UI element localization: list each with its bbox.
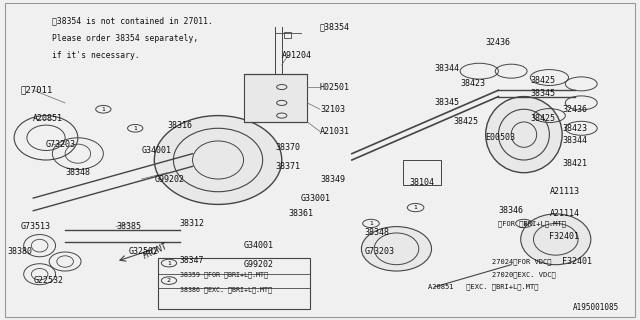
Bar [284,32,291,38]
Text: 1: 1 [369,221,373,226]
Text: A20851   〈EXC. 〈BRI+L〉.MT〉: A20851 〈EXC. 〈BRI+L〉.MT〉 [428,284,539,290]
Text: H02501: H02501 [320,83,350,92]
Text: A21113: A21113 [549,187,579,196]
Ellipse shape [154,116,282,204]
Text: 38425: 38425 [531,76,556,85]
Bar [403,160,441,185]
Text: 38347: 38347 [180,256,204,265]
Text: 38380: 38380 [8,247,33,257]
Text: F32401: F32401 [562,257,592,266]
Text: 32436: 32436 [486,38,511,47]
Text: ‸38354: ‸38354 [320,22,350,31]
Text: G99202: G99202 [154,174,184,184]
Text: if it's necessary.: if it's necessary. [52,52,140,60]
Text: 38312: 38312 [180,219,205,228]
Text: G33001: G33001 [301,194,331,203]
Text: 38344: 38344 [562,136,587,146]
Text: 38359 〈FOR 〈BRI+L〉.MT〉: 38359 〈FOR 〈BRI+L〉.MT〉 [180,272,268,278]
Text: FRONT: FRONT [141,241,169,260]
Text: A21114: A21114 [549,209,579,219]
Text: G34001: G34001 [244,241,273,250]
Text: 38371: 38371 [275,162,300,171]
Text: 1: 1 [522,221,526,226]
Text: 38344: 38344 [435,63,460,73]
Text: 38361: 38361 [288,209,313,219]
Text: 38423: 38423 [460,79,485,88]
Text: A21031: A21031 [320,127,350,136]
Text: A20851: A20851 [33,114,63,123]
Text: G73513: G73513 [20,222,51,231]
Ellipse shape [521,214,591,265]
Text: ‸27011: ‸27011 [20,86,52,95]
Text: 38104: 38104 [409,178,434,187]
Text: 38345: 38345 [435,99,460,108]
Text: Please order 38354 separately,: Please order 38354 separately, [52,34,198,43]
Text: E00503: E00503 [486,133,516,142]
Bar [157,258,310,309]
Text: 38345: 38345 [531,89,556,98]
Text: 38421: 38421 [562,159,587,168]
Text: 38385: 38385 [116,222,141,231]
Text: G32502: G32502 [129,247,159,257]
Text: G22532: G22532 [33,276,63,285]
Text: 32436: 32436 [562,105,587,114]
Ellipse shape [486,97,562,173]
Ellipse shape [362,227,431,271]
Text: 38346: 38346 [499,206,524,215]
Text: 1: 1 [167,260,171,266]
Text: 1: 1 [133,126,137,131]
Text: 38316: 38316 [167,121,192,130]
Text: 32103: 32103 [320,105,345,114]
Text: 38349: 38349 [320,174,345,184]
Text: F32401: F32401 [549,232,579,241]
Text: 2: 2 [167,278,171,283]
Text: 38423: 38423 [562,124,587,133]
Text: 38386 〈EXC. 〈BRI+L〉.MT〉: 38386 〈EXC. 〈BRI+L〉.MT〉 [180,287,272,293]
Text: 27024〈FOR VDC〉: 27024〈FOR VDC〉 [492,258,552,265]
Text: G34001: G34001 [141,146,172,155]
Text: 38425: 38425 [454,117,479,126]
Text: ‸38354 is not contained in 27011.: ‸38354 is not contained in 27011. [52,17,213,26]
Bar [244,74,307,122]
Text: G99202: G99202 [244,260,273,269]
Text: A195001085: A195001085 [573,303,620,312]
Text: 38370: 38370 [275,143,300,152]
Text: G73203: G73203 [46,140,76,148]
Text: 1: 1 [413,205,417,210]
Text: 38348: 38348 [365,228,390,237]
Text: 38425: 38425 [531,114,556,123]
Text: 27020〈EXC. VDC〉: 27020〈EXC. VDC〉 [492,271,556,277]
Text: 1: 1 [101,107,106,112]
Text: 38348: 38348 [65,168,90,177]
Text: 〈FOR 〈BRI+L〉.MT〉: 〈FOR 〈BRI+L〉.MT〉 [499,220,566,227]
Text: G73203: G73203 [365,247,395,257]
Text: A91204: A91204 [282,51,312,60]
